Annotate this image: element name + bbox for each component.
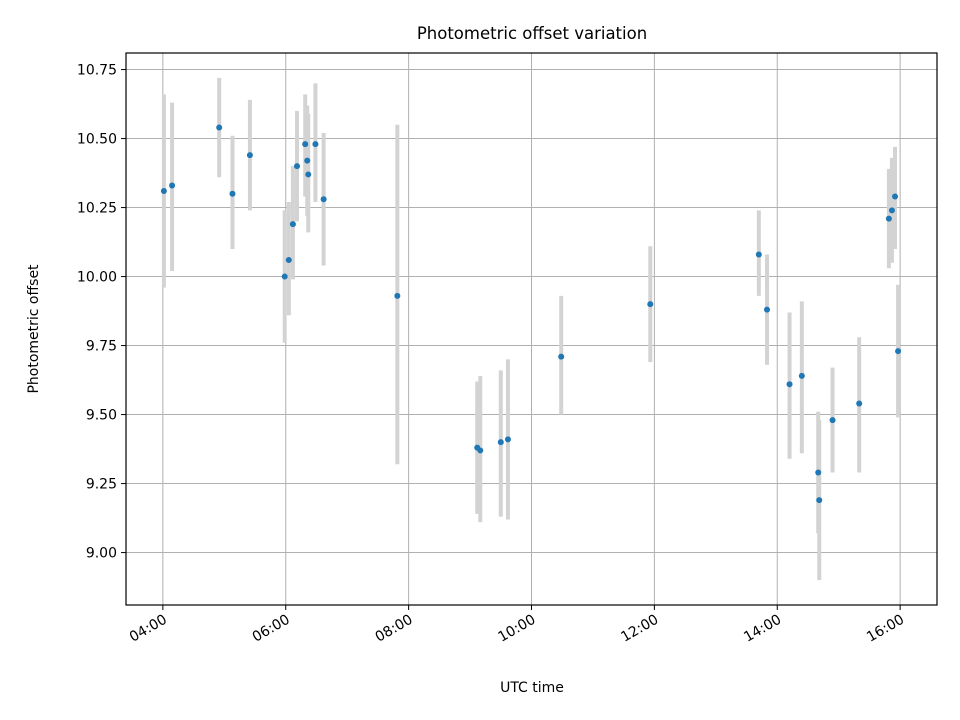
y-tick-label: 10.75 [77, 63, 117, 79]
y-tick-label: 9.00 [86, 546, 117, 562]
data-point [895, 348, 902, 355]
y-axis: 9.00 9.25 9.50 9.75 10.00 10.25 10.50 10.75 [77, 63, 126, 562]
y-tick-label: 10.00 [77, 270, 117, 286]
data-point [216, 124, 223, 131]
y-tick-label: 10.25 [77, 201, 117, 217]
data-point [289, 221, 296, 228]
y-tick-label: 9.75 [86, 339, 117, 355]
data-point [394, 292, 401, 299]
data-point [229, 190, 236, 197]
data-point [312, 141, 319, 148]
data-point [755, 251, 762, 258]
data-point [281, 273, 288, 280]
data-point [885, 215, 892, 222]
y-tick-label: 9.50 [86, 408, 117, 424]
data-point [892, 193, 899, 200]
data-point [798, 372, 805, 379]
data-point [304, 157, 311, 164]
grid [126, 53, 937, 605]
data-point [477, 447, 484, 454]
data-point [497, 439, 504, 446]
data-point [285, 257, 292, 263]
y-tick-label: 9.25 [86, 477, 117, 493]
data-point [504, 436, 511, 443]
data-point [815, 469, 822, 476]
data-point [246, 152, 253, 159]
data-point [320, 196, 327, 203]
y-axis-label: Photometric offset [26, 264, 42, 394]
data-points [160, 124, 902, 504]
data-point [294, 163, 301, 170]
data-point [302, 141, 309, 148]
x-axis-label: UTC time [500, 680, 564, 696]
data-point [856, 400, 863, 407]
data-point [829, 417, 836, 424]
data-point [764, 306, 771, 313]
data-point [647, 301, 654, 308]
data-point [160, 188, 167, 194]
data-point [169, 182, 176, 189]
data-point [816, 497, 823, 504]
y-tick-label: 10.50 [77, 132, 117, 148]
chart-title: Photometric offset variation [417, 24, 647, 43]
data-point [558, 353, 565, 360]
data-point [786, 381, 793, 388]
data-point [888, 207, 895, 214]
data-point [305, 171, 312, 178]
